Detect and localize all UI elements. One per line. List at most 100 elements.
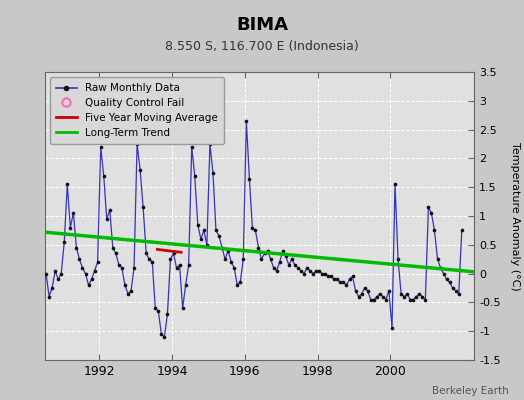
Point <box>330 276 339 282</box>
Point <box>221 256 230 262</box>
Point <box>291 262 299 268</box>
Point <box>388 325 396 332</box>
Point <box>200 227 208 234</box>
Point <box>133 141 141 147</box>
Point <box>36 288 44 294</box>
Point <box>294 265 302 271</box>
Point <box>339 279 347 286</box>
Point <box>367 296 375 303</box>
Point <box>379 294 387 300</box>
Point <box>251 227 259 234</box>
Point <box>230 265 238 271</box>
Point <box>381 296 390 303</box>
Point <box>172 265 181 271</box>
Point <box>236 279 245 286</box>
Point <box>108 244 117 251</box>
Point <box>93 259 102 265</box>
Point <box>151 305 159 311</box>
Point <box>254 244 263 251</box>
Point <box>215 233 223 239</box>
Point <box>163 311 172 317</box>
Point <box>191 172 199 179</box>
Point <box>218 244 226 251</box>
Point <box>72 244 81 251</box>
Point <box>354 294 363 300</box>
Point <box>436 265 445 271</box>
Point <box>54 276 62 282</box>
Point <box>188 144 196 150</box>
Point <box>403 290 411 297</box>
Point <box>130 265 138 271</box>
Point <box>48 285 56 291</box>
Point <box>288 256 296 262</box>
Point <box>357 290 366 297</box>
Point <box>121 282 129 288</box>
Point <box>115 262 123 268</box>
Text: 8.550 S, 116.700 E (Indonesia): 8.550 S, 116.700 E (Indonesia) <box>165 40 359 53</box>
Point <box>57 270 66 277</box>
Point <box>60 239 69 245</box>
Point <box>409 296 418 303</box>
Point <box>96 144 105 150</box>
Point <box>303 265 311 271</box>
Point <box>285 262 293 268</box>
Point <box>449 285 457 291</box>
Point <box>179 305 187 311</box>
Point <box>206 141 214 147</box>
Point <box>242 118 250 124</box>
Point <box>75 256 84 262</box>
Point <box>184 262 193 268</box>
Point <box>281 253 290 260</box>
Point <box>400 294 408 300</box>
Point <box>124 290 132 297</box>
Point <box>224 247 232 254</box>
Point <box>412 294 420 300</box>
Point <box>424 204 433 210</box>
Point <box>342 282 351 288</box>
Point <box>309 270 317 277</box>
Point <box>154 308 162 314</box>
Point <box>33 265 41 271</box>
Point <box>439 270 447 277</box>
Point <box>203 242 211 248</box>
Y-axis label: Temperature Anomaly (°C): Temperature Anomaly (°C) <box>510 142 520 290</box>
Point <box>376 290 384 297</box>
Point <box>260 250 269 257</box>
Point <box>66 224 74 231</box>
Point <box>24 250 32 257</box>
Point <box>391 181 399 188</box>
Point <box>39 282 47 288</box>
Text: Berkeley Earth: Berkeley Earth <box>432 386 508 396</box>
Point <box>103 216 111 222</box>
Point <box>233 282 242 288</box>
Point <box>91 268 99 274</box>
Point <box>333 276 342 282</box>
Point <box>196 236 205 242</box>
Point <box>276 259 284 265</box>
Point <box>176 262 184 268</box>
Point <box>315 268 323 274</box>
Point <box>394 256 402 262</box>
Point <box>148 259 157 265</box>
Point <box>160 334 169 340</box>
Point <box>245 175 254 182</box>
Point <box>369 296 378 303</box>
Point <box>118 265 126 271</box>
Text: BIMA: BIMA <box>236 16 288 34</box>
Point <box>112 250 120 257</box>
Point <box>166 256 174 262</box>
Point <box>421 296 430 303</box>
Point <box>136 167 144 173</box>
Point <box>51 268 59 274</box>
Point <box>321 270 330 277</box>
Point <box>433 256 442 262</box>
Point <box>30 247 38 254</box>
Point <box>100 172 108 179</box>
Point <box>297 268 305 274</box>
Point <box>69 210 78 216</box>
Point <box>42 270 50 277</box>
Point <box>279 247 287 254</box>
Point <box>427 210 435 216</box>
Point <box>106 207 114 214</box>
Point <box>63 181 71 188</box>
